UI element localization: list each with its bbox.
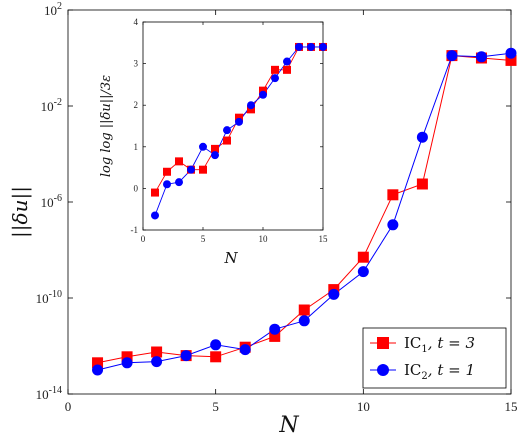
inset-point-ic1	[271, 65, 279, 74]
main-point-ic2	[475, 51, 487, 63]
main-point-ic1	[269, 330, 281, 342]
inset-point-ic2	[199, 142, 207, 151]
inset-point-ic1	[163, 167, 171, 176]
inset-point-ic1	[151, 188, 159, 197]
main-point-ic1	[505, 54, 517, 66]
main-point-ic2	[357, 266, 369, 278]
main-point-ic1	[357, 251, 369, 263]
inset-point-ic2	[283, 57, 291, 66]
main-point-ic2	[269, 323, 281, 335]
main-point-ic1	[416, 178, 428, 190]
inset-point-ic2	[175, 178, 183, 187]
inset-x-tick-label: 0	[141, 234, 146, 244]
inset-y-tick-label: 1	[134, 142, 139, 152]
main-x-tick-label: 0	[65, 399, 72, 414]
main-point-ic1	[151, 346, 163, 358]
inset-point-ic2	[307, 42, 315, 51]
inset-x-axis-label: N	[223, 249, 238, 267]
inset-point-ic2	[271, 74, 279, 83]
inset-x-tick-label: 15	[319, 234, 329, 244]
legend: IC1, t = 3 IC2, t = 1	[362, 327, 507, 389]
inset-point-ic2	[235, 117, 243, 126]
main-y-tick-label: 10-2	[41, 97, 62, 114]
inset-y-tick-label: 0	[134, 183, 139, 193]
main-point-ic1	[210, 351, 222, 363]
main-point-ic2	[505, 47, 517, 59]
inset-point-ic1	[235, 113, 243, 122]
inset-point-ic1	[175, 157, 183, 166]
main-y-tick-label: 10-6	[41, 193, 62, 210]
main-x-axis-label: N	[278, 413, 299, 438]
inset-point-ic2	[223, 126, 231, 135]
main-point-ic2	[92, 364, 104, 376]
legend-label-ic2: IC2, t = 1	[404, 361, 475, 382]
inset-x-tick-label: 5	[201, 234, 206, 244]
main-point-ic2	[416, 131, 428, 143]
main-point-ic2	[239, 344, 251, 356]
main-y-tick-label: 102	[44, 1, 62, 18]
main-point-ic1	[92, 357, 104, 369]
main-series	[92, 47, 517, 376]
main-y-tick-label: 10-14	[36, 385, 62, 402]
inset-point-ic1	[247, 105, 255, 114]
main-point-ic2	[328, 288, 340, 300]
main-point-ic2	[180, 350, 192, 362]
main-x-tick-label: 15	[505, 399, 518, 414]
inset-y-tick-label: 4	[134, 17, 139, 27]
inset-y-tick-label: -1	[131, 225, 139, 235]
inset-x-tick-label: 10	[259, 234, 269, 244]
inset-point-ic1	[211, 144, 219, 153]
inset-point-ic2	[259, 90, 267, 99]
inset-point-ic2	[151, 211, 159, 220]
legend-label-ic1: IC1, t = 3	[404, 334, 475, 355]
main-point-ic2	[210, 339, 222, 351]
inset-point-ic2	[211, 151, 219, 160]
inset-point-ic2	[295, 42, 303, 51]
main-point-ic1	[121, 351, 133, 363]
inset-y-axis-label: log log ||δu||/3ε	[99, 75, 114, 177]
main-point-ic2	[151, 356, 163, 368]
inset-y-tick-label: 2	[134, 100, 139, 110]
inset-point-ic2	[163, 180, 171, 189]
legend-marker-ic1	[377, 337, 389, 349]
inset-point-ic1	[199, 165, 207, 174]
inset-series	[151, 42, 327, 220]
inset-point-ic1	[283, 65, 291, 74]
main-point-ic1	[387, 189, 399, 201]
main-point-ic2	[298, 315, 310, 327]
main-point-ic1	[298, 304, 310, 316]
main-point-ic2	[387, 219, 399, 231]
inset-y-tick-label: 3	[134, 59, 139, 69]
main-x-tick-label: 5	[212, 399, 219, 414]
main-point-ic2	[446, 50, 458, 62]
main-x-tick-label: 10	[357, 399, 370, 414]
inset-point-ic2	[247, 101, 255, 110]
main-y-axis-label: ||δu||	[8, 186, 33, 238]
main-y-tick-label: 10-10	[36, 289, 62, 306]
inset-point-ic1	[223, 136, 231, 145]
inset-point-ic2	[187, 165, 195, 174]
main-point-ic2	[121, 357, 133, 369]
legend-marker-ic2	[377, 364, 389, 376]
inset-point-ic2	[319, 42, 327, 51]
inset-point-ic1	[259, 86, 267, 95]
